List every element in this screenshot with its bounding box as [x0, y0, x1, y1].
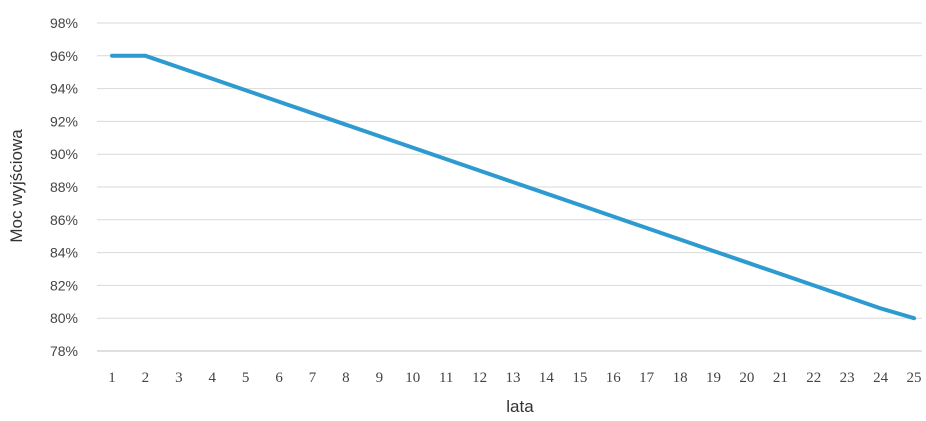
y-tick-label-96: 96% — [50, 48, 78, 64]
x-tick-label-5: 5 — [242, 370, 250, 386]
x-tick-label-4: 4 — [209, 370, 217, 386]
x-tick-label-18: 18 — [673, 370, 688, 386]
x-tick-label-15: 15 — [572, 370, 587, 386]
y-tick-label-94: 94% — [50, 81, 78, 97]
x-tick-label-11: 11 — [439, 370, 453, 386]
x-tick-label-17: 17 — [639, 370, 655, 386]
x-tick-label-16: 16 — [606, 370, 622, 386]
y-tick-label-92: 92% — [50, 113, 78, 129]
x-tick-label-3: 3 — [175, 370, 183, 386]
x-tick-label-14: 14 — [539, 370, 555, 386]
x-tick-label-10: 10 — [405, 370, 420, 386]
y-tick-label-80: 80% — [50, 310, 78, 326]
x-tick-label-1: 1 — [108, 370, 116, 386]
y-tick-label-88: 88% — [50, 179, 78, 195]
x-tick-label-24: 24 — [873, 370, 889, 386]
y-axis-title: Moc wyjściowa — [7, 129, 26, 243]
x-tick-label-25: 25 — [907, 370, 922, 386]
series-line-0 — [110, 53, 916, 321]
x-tick-label-9: 9 — [376, 370, 384, 386]
y-tick-label-82: 82% — [50, 277, 78, 293]
x-tick-label-23: 23 — [840, 370, 855, 386]
x-tick-labels: 1 2 3 4 5 6 7 8 9 10 11 12 13 14 15 16 17 18 19 20 21 22 23 24 2… — [108, 370, 921, 386]
x-tick-label-13: 13 — [506, 370, 521, 386]
x-axis-title: lata — [506, 397, 534, 416]
x-tick-label-12: 12 — [472, 370, 487, 386]
x-tick-label-6: 6 — [275, 370, 283, 386]
x-tick-label-7: 7 — [309, 370, 317, 386]
y-tick-labels: 78% 80% 82% 84% 86% 88% 90% 92% 94% 96% 98% — [50, 15, 78, 359]
x-tick-label-19: 19 — [706, 370, 721, 386]
y-tick-label-78: 78% — [50, 343, 78, 359]
x-tick-label-8: 8 — [342, 370, 350, 386]
y-tick-label-84: 84% — [50, 245, 78, 261]
y-tick-label-86: 86% — [50, 212, 78, 228]
x-tick-label-2: 2 — [142, 370, 150, 386]
y-tick-label-98: 98% — [50, 15, 78, 31]
grid-layer — [97, 22, 922, 352]
series-layer — [110, 53, 916, 321]
x-tick-label-20: 20 — [739, 370, 754, 386]
x-tick-label-21: 21 — [773, 370, 788, 386]
y-tick-label-90: 90% — [50, 146, 78, 162]
x-tick-label-22: 22 — [806, 370, 821, 386]
